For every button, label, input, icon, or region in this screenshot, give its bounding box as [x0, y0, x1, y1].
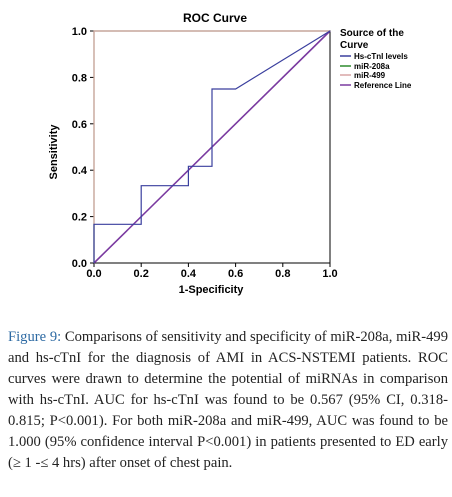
x-tick-label: 0.4	[181, 268, 197, 280]
roc-chart: ROC Curve 0.0 0.2 0.4 0.6 0.8 1.0 0.0 0.2 0.4 0.6…	[48, 11, 412, 296]
y-tick-label: 0.6	[72, 119, 87, 131]
legend-entry: Hs-cTnI levels	[354, 52, 408, 61]
legend-title-line2: Curve	[340, 40, 369, 51]
figure-caption: Figure 9: Comparisons of sensitivity and…	[8, 327, 448, 474]
x-tick-label: 0.8	[275, 268, 290, 280]
axes: 0.0 0.2 0.4 0.6 0.8 1.0 0.0 0.2 0.4 0.6 0.8 1.0	[72, 26, 338, 280]
figure-label: Figure 9:	[8, 329, 62, 345]
y-tick-label: 0.8	[72, 72, 87, 84]
y-tick-label: 0.2	[72, 212, 87, 224]
x-tick-label: 1.0	[322, 268, 337, 280]
x-tick-label: 0.0	[86, 268, 101, 280]
y-axis-label: Sensitivity	[48, 124, 60, 180]
legend-entry: miR-499	[354, 71, 386, 80]
legend-entry: Reference Line	[354, 81, 412, 90]
series-line-hs-ctni-levels	[93, 30, 331, 263]
caption-text: Comparisons of sensitivity and specifici…	[8, 329, 448, 471]
y-tick-label: 1.0	[72, 26, 87, 38]
y-tick-label: 0.4	[72, 165, 88, 177]
x-tick-label: 0.6	[228, 268, 243, 280]
x-axis-label: 1-Specificity	[179, 284, 245, 296]
legend-title-line1: Source of the	[340, 28, 404, 39]
legend-entry: miR-208a	[354, 62, 390, 71]
y-tick-label: 0.0	[72, 258, 87, 270]
x-tick-label: 0.2	[134, 268, 149, 280]
series-layer	[93, 30, 331, 264]
series-line-mir-499	[93, 30, 330, 263]
chart-title: ROC Curve	[183, 11, 247, 25]
